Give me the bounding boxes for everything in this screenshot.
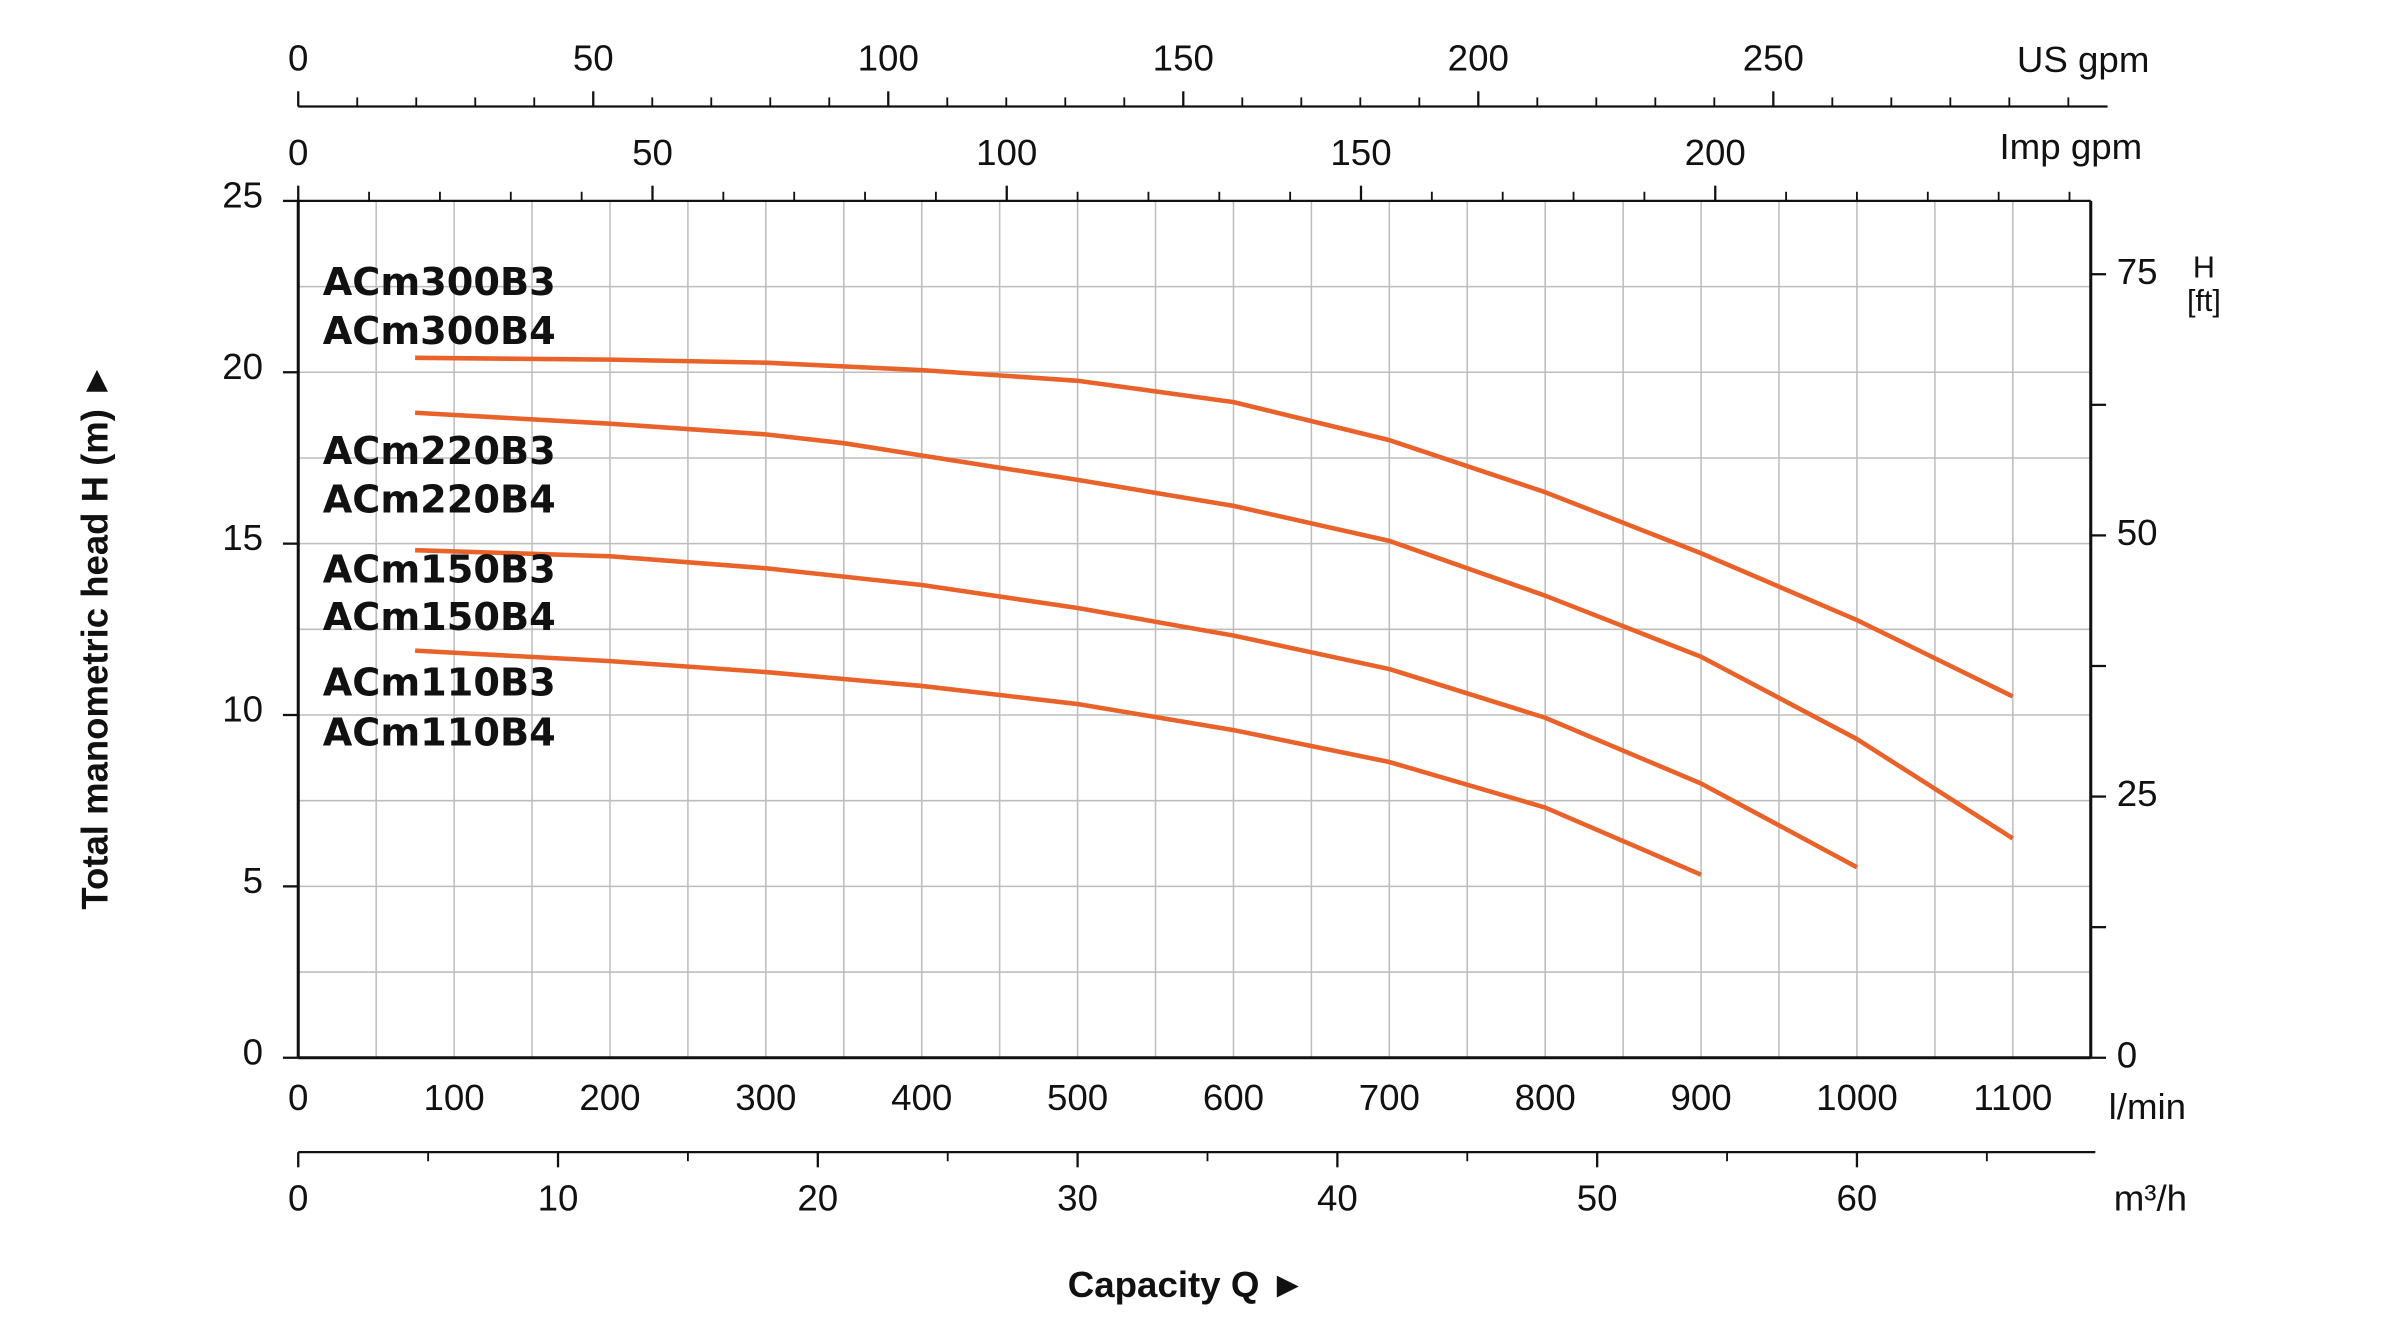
curve: [414, 648, 1702, 877]
x-axis-title: Capacity Q ►: [1068, 1264, 1306, 1305]
tick-label: 100: [976, 132, 1037, 173]
x-tick-label: 700: [1359, 1077, 1420, 1118]
x-tick-label: 600: [1203, 1077, 1264, 1118]
x-tick-label: 1000: [1816, 1077, 1898, 1118]
y-tick-label: 0: [243, 1031, 263, 1072]
curve: [415, 355, 2014, 699]
tick-label: 50: [573, 38, 614, 79]
tick-label: 40: [1317, 1178, 1358, 1219]
axis-unit: Imp gpm: [1999, 126, 2142, 167]
series-label: ACm110B4: [323, 711, 556, 755]
y-tick-label: 5: [243, 860, 263, 901]
tick-label: 0: [288, 132, 308, 173]
tick-label: 50: [1577, 1178, 1618, 1219]
y-axis-title: Total manometric head H (m) ►: [74, 363, 115, 910]
x-tick-label: 100: [423, 1077, 484, 1118]
curve: [414, 410, 2014, 841]
tick-label: 150: [1330, 132, 1391, 173]
tick-label: 0: [288, 1178, 308, 1219]
y2-axis-title: [ft]: [2187, 284, 2221, 318]
tick-label: 200: [1448, 38, 1509, 79]
x-unit: l/min: [2109, 1086, 2186, 1127]
axis-unit: US gpm: [2017, 39, 2150, 80]
tick-label: 10: [538, 1178, 579, 1219]
y2-tick-label: 50: [2117, 512, 2158, 553]
y2-axis-title: H: [2193, 250, 2215, 284]
y2-tick-label: 0: [2117, 1034, 2137, 1075]
y2-tick-label: 75: [2117, 251, 2158, 292]
series-label: ACm150B3: [323, 548, 556, 592]
x-tick-label: 200: [579, 1077, 640, 1118]
series-label: ACm110B3: [323, 660, 556, 704]
y-tick-label: 10: [222, 689, 263, 730]
curve: [415, 547, 1858, 870]
x-tick-label: 500: [1047, 1077, 1108, 1118]
series-label: ACm220B4: [323, 478, 556, 522]
tick-label: 50: [632, 132, 673, 173]
series-label: ACm300B3: [323, 260, 556, 304]
x-tick-label: 400: [891, 1077, 952, 1118]
y-tick-label: 20: [222, 346, 263, 387]
tick-label: 200: [1685, 132, 1746, 173]
tick-label: 0: [288, 38, 308, 79]
x-tick-label: 0: [288, 1077, 308, 1118]
tick-label: 150: [1153, 38, 1214, 79]
tick-label: 250: [1743, 38, 1804, 79]
tick-label: 30: [1057, 1178, 1098, 1219]
tick-label: 60: [1837, 1178, 1878, 1219]
tick-label: 20: [797, 1178, 838, 1219]
x-tick-label: 800: [1515, 1077, 1576, 1118]
tick-label: 100: [858, 38, 919, 79]
y2-tick-label: 25: [2117, 773, 2158, 814]
x-tick-label: 1100: [1973, 1077, 2052, 1118]
series-label: ACm150B4: [323, 595, 556, 639]
x-tick-label: 900: [1670, 1077, 1731, 1118]
series-label: ACm220B3: [323, 429, 556, 473]
x-tick-label: 300: [735, 1077, 796, 1118]
y-tick-label: 15: [222, 517, 263, 558]
axis-unit: m³/h: [2114, 1178, 2187, 1219]
series-label: ACm300B4: [323, 309, 556, 353]
y-tick-label: 25: [222, 175, 263, 216]
